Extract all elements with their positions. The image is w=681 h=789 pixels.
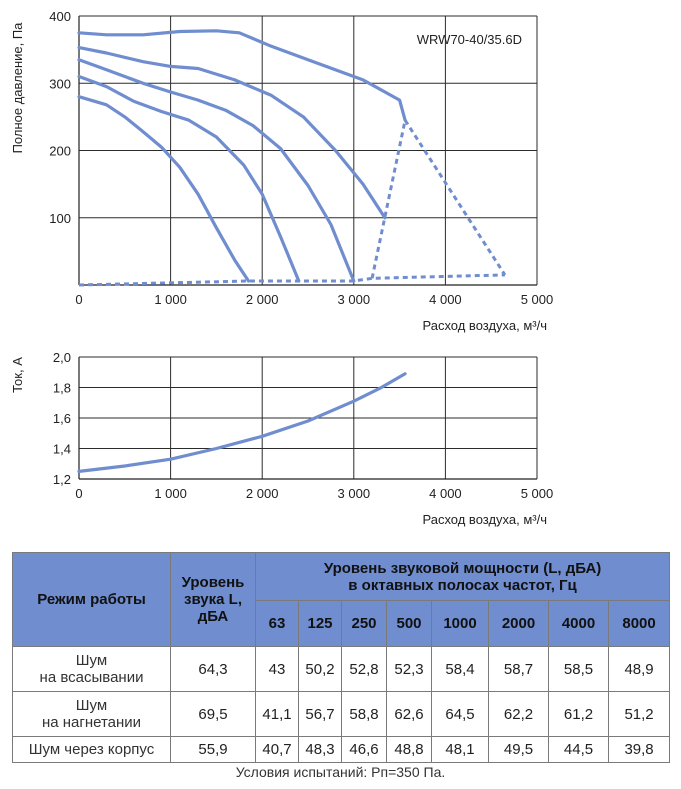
row-label: Шум через корпус [12, 736, 171, 763]
y-tick-label: 1,8 [53, 381, 71, 396]
x-tick-label: 3 000 [338, 486, 371, 501]
cell-value: 52,8 [341, 646, 387, 692]
x-tick-label: 4 000 [429, 292, 462, 307]
cell-level: 55,9 [170, 736, 256, 763]
header-power-line2: в октавных полосах частот, Гц [348, 576, 577, 594]
x-tick-label: 5 000 [521, 292, 554, 307]
band-header: 1000 [431, 600, 489, 647]
cell-value: 48,9 [607, 646, 671, 692]
x-tick-label: 1 000 [154, 486, 187, 501]
cell-value: 48,3 [298, 736, 342, 763]
cell-value: 41,1 [255, 691, 299, 737]
cell-value: 58,8 [341, 691, 387, 737]
y-axis-label: Полное давление, Па [10, 22, 25, 154]
x-tick-label: 2 000 [246, 486, 279, 501]
test-conditions-note: Условия испытаний: Рп=350 Па. [235, 764, 446, 780]
y-axis-label: Ток, А [10, 357, 25, 393]
cell-value: 43 [255, 646, 299, 692]
cell-level: 69,5 [170, 691, 256, 737]
band-header: 125 [298, 600, 342, 647]
row-label-line2: на всасывании [39, 669, 144, 686]
x-tick-label: 1 000 [154, 292, 187, 307]
cell-value: 62,6 [386, 691, 432, 737]
band-header: 4000 [548, 600, 609, 647]
x-tick-label: 0 [75, 486, 82, 501]
cell-value: 58,7 [488, 646, 549, 692]
cell-value: 51,2 [607, 691, 671, 737]
series-line-1 [77, 372, 407, 474]
cell-level: 64,3 [170, 646, 256, 692]
cell-value: 64,5 [431, 691, 489, 737]
cell-value: 56,7 [298, 691, 342, 737]
model-label: WRW70-40/35.6D [417, 32, 522, 47]
band-header: 63 [255, 600, 299, 647]
series-line-1 [77, 29, 407, 122]
row-label: Шум на нагнетании [12, 691, 171, 737]
cell-value: 62,2 [488, 691, 549, 737]
header-level: Уровень звука L, дБА [170, 552, 256, 647]
row-label-line2: на нагнетании [41, 714, 142, 731]
header-mode: Режим работы [12, 552, 171, 647]
band-header: 2000 [488, 600, 549, 647]
cell-value: 44,5 [548, 736, 609, 763]
cell-value: 48,1 [431, 736, 489, 763]
cell-value: 61,2 [548, 691, 609, 737]
x-tick-label: 2 000 [246, 292, 279, 307]
table-row: Шум на всасывании 64,3 43 50,2 52,8 52,3… [12, 646, 671, 692]
cell-value: 39,8 [607, 736, 671, 763]
x-tick-label: 0 [75, 292, 82, 307]
boundary-dashed-line-3 [403, 119, 507, 276]
band-header: 250 [341, 600, 387, 647]
cell-value: 48,8 [386, 736, 432, 763]
boundary-dashed-line-1 [78, 273, 505, 287]
band-header: 8000 [607, 600, 671, 647]
row-label-line1: Шум [75, 697, 108, 714]
y-tick-label: 200 [49, 144, 71, 159]
boundary-dashed-line-2 [370, 119, 407, 279]
row-label-line1: Шум [75, 652, 108, 669]
y-tick-label: 2,0 [53, 350, 71, 365]
y-tick-label: 1,4 [53, 442, 71, 457]
cell-value: 58,4 [431, 646, 489, 692]
cell-value: 49,5 [488, 736, 549, 763]
x-tick-label: 5 000 [521, 486, 554, 501]
band-header: 500 [386, 600, 432, 647]
pressure-chart: 0 1 000 2 000 3 000 4 000 5 000 100 200 300 400 Ра… [10, 9, 554, 333]
y-tick-label: 100 [49, 211, 71, 226]
noise-table: Режим работы Уровень звука L, дБА Уровен… [12, 552, 671, 763]
current-chart: 0 1 000 2 000 3 000 4 000 5 000 1,2 1,4 1,6 1,8 2,… [10, 350, 554, 527]
cell-value: 50,2 [298, 646, 342, 692]
cell-value: 40,7 [255, 736, 299, 763]
table-row: Шум через корпус 55,9 40,7 48,3 46,6 48,… [12, 736, 671, 763]
y-tick-label: 1,2 [53, 472, 71, 487]
x-axis-label: Расход воздуха, м³/ч [422, 318, 547, 333]
series-line-2 [77, 45, 387, 220]
x-tick-label: 3 000 [338, 292, 371, 307]
cell-value: 52,3 [386, 646, 432, 692]
series-line-5 [77, 95, 251, 283]
row-label: Шум на всасывании [12, 646, 171, 692]
x-axis-label: Расход воздуха, м³/ч [422, 512, 547, 527]
y-tick-label: 400 [49, 9, 71, 24]
cell-value: 58,5 [548, 646, 609, 692]
series-line-3 [77, 58, 356, 283]
cell-value: 46,6 [341, 736, 387, 763]
series-line-4 [77, 74, 301, 283]
header-power: Уровень звуковой мощности (L, дБА) в окт… [254, 552, 671, 601]
header-power-line1: Уровень звуковой мощности (L, дБА) [323, 559, 602, 577]
x-tick-label: 4 000 [429, 486, 462, 501]
table-row: Шум на нагнетании 69,5 41,1 56,7 58,8 62… [12, 691, 671, 737]
y-tick-label: 1,6 [53, 411, 71, 426]
y-tick-label: 300 [49, 76, 71, 91]
